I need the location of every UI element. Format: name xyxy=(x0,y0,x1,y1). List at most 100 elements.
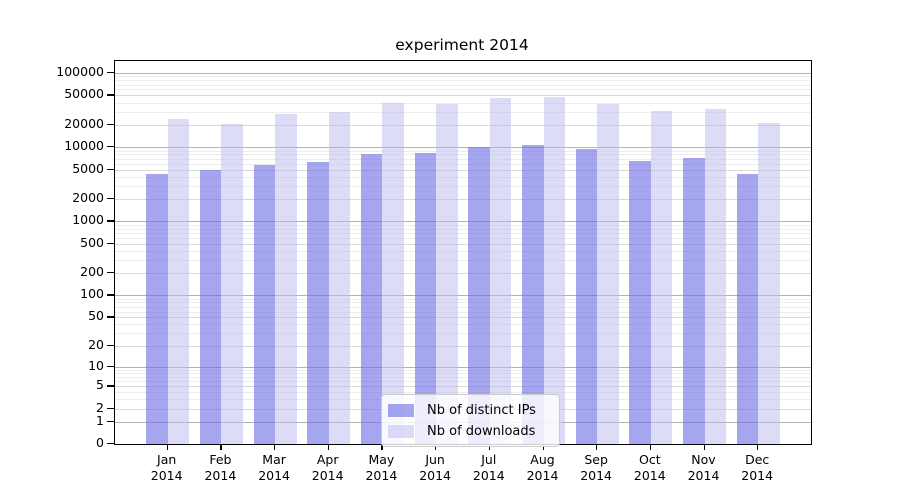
bar-downloads-mar xyxy=(275,114,297,444)
legend-label-distinct-ips: Nb of distinct IPs xyxy=(427,403,536,418)
x-tick-label-sep: Sep 2014 xyxy=(580,452,612,483)
y-tick-20 xyxy=(107,344,114,347)
bar-ips-aug xyxy=(522,144,544,444)
x-tick-oct xyxy=(649,444,652,450)
bar-ips-jul xyxy=(468,146,490,444)
gridline-minor-4000 xyxy=(115,176,811,178)
gridline-10000 xyxy=(115,147,811,149)
gridline-minor-9000 xyxy=(115,150,811,152)
y-tick-label-10: 10 xyxy=(88,357,104,373)
bar-downloads-aug xyxy=(543,97,565,444)
gridline-5000 xyxy=(115,169,811,171)
y-tick-label-50000: 50000 xyxy=(64,86,104,102)
x-tick-label-jan: Jan 2014 xyxy=(150,452,183,483)
x-tick-jul xyxy=(488,444,491,450)
gridline-minor-70000 xyxy=(115,84,811,86)
x-tick-sep xyxy=(596,444,598,450)
gridline-minor-900 xyxy=(115,224,811,226)
gridline-minor-30 xyxy=(115,333,811,335)
bar-downloads-may xyxy=(382,103,404,444)
y-tick-10 xyxy=(107,365,114,367)
plot-area: Nb of distinct IPs Nb of downloads xyxy=(114,60,812,447)
y-tick-100000 xyxy=(107,72,114,74)
x-tick-mar xyxy=(274,444,276,450)
gridline-minor-6 xyxy=(115,381,811,383)
bar-downloads-jun xyxy=(436,104,458,444)
y-tick-500 xyxy=(107,242,114,244)
gridline-100 xyxy=(115,295,811,297)
bar-ips-dec xyxy=(736,173,759,444)
y-tick-label-500: 500 xyxy=(80,234,104,250)
gridline-minor-7000 xyxy=(115,158,811,160)
y-tick-50000 xyxy=(107,94,114,96)
y-tick-10000 xyxy=(107,146,114,148)
gridline-50 xyxy=(115,317,811,319)
y-tick-label-1: 1 xyxy=(96,412,104,428)
x-tick-label-aug: Aug 2014 xyxy=(526,452,559,483)
bar-ips-mar xyxy=(253,165,276,444)
y-tick-label-1000: 1000 xyxy=(72,212,104,228)
gridline-minor-9 xyxy=(115,369,811,371)
legend-entry-downloads: Nb of downloads xyxy=(388,422,551,441)
y-tick-5 xyxy=(107,385,114,387)
x-tick-label-apr: Apr 2014 xyxy=(311,452,344,483)
gridline-50000 xyxy=(115,95,811,97)
y-tick-label-50: 50 xyxy=(88,308,104,324)
x-tick-aug xyxy=(542,444,544,450)
gridline-minor-700 xyxy=(115,232,811,234)
gridline-20 xyxy=(115,345,811,347)
bar-ips-may xyxy=(360,154,383,444)
gridline-minor-6000 xyxy=(115,163,811,165)
x-tick-label-oct: Oct 2014 xyxy=(633,452,666,483)
y-tick-2000 xyxy=(107,198,114,200)
y-tick-50 xyxy=(107,316,114,318)
y-tick-label-20000: 20000 xyxy=(64,115,104,131)
y-tick-1 xyxy=(107,420,114,422)
gridline-minor-4 xyxy=(115,392,811,394)
bar-ips-apr xyxy=(307,161,329,444)
gridline-minor-70 xyxy=(115,306,811,308)
y-tick-5000 xyxy=(107,168,114,170)
bar-ips-feb xyxy=(199,169,222,444)
bar-ips-jun xyxy=(414,153,437,444)
y-tick-20000 xyxy=(107,123,114,126)
gridline-100000 xyxy=(115,73,811,74)
x-tick-label-may: May 2014 xyxy=(365,452,398,483)
gridline-500 xyxy=(115,243,811,245)
bar-ips-jan xyxy=(146,173,168,444)
legend: Nb of distinct IPs Nb of downloads xyxy=(381,394,560,447)
bar-downloads-dec xyxy=(758,122,780,444)
y-tick-label-200: 200 xyxy=(80,264,104,280)
y-tick-1000 xyxy=(107,220,114,222)
legend-label-downloads: Nb of downloads xyxy=(427,424,536,439)
x-tick-dec xyxy=(757,444,759,450)
y-tick-label-0: 0 xyxy=(96,435,104,450)
gridline-20000 xyxy=(115,124,811,126)
y-tick-label-10000: 10000 xyxy=(64,138,104,154)
bar-downloads-jan xyxy=(167,119,190,444)
y-tick-label-5000: 5000 xyxy=(72,160,104,176)
legend-entry-distinct-ips: Nb of distinct IPs xyxy=(388,401,551,420)
gridline-minor-400 xyxy=(115,250,811,252)
x-tick-label-mar: Mar 2014 xyxy=(258,452,290,483)
x-tick-label-jun: Jun 2014 xyxy=(419,452,451,483)
y-tick-2 xyxy=(107,407,114,409)
bar-downloads-nov xyxy=(704,109,726,444)
y-tick-label-2000: 2000 xyxy=(72,190,104,205)
gridline-minor-30000 xyxy=(115,111,811,113)
y-tick-label-2: 2 xyxy=(96,399,104,415)
y-tick-200 xyxy=(107,272,114,274)
gridline-minor-60000 xyxy=(115,89,811,91)
bar-downloads-sep xyxy=(597,104,619,444)
x-tick-jun xyxy=(435,444,437,450)
y-tick-100 xyxy=(107,294,114,296)
y-tick-label-20: 20 xyxy=(88,336,104,352)
gridline-minor-300 xyxy=(115,260,811,262)
gridline-minor-7 xyxy=(115,377,811,378)
bar-ips-nov xyxy=(683,158,705,444)
gridline-minor-60 xyxy=(115,311,811,313)
gridline-2000 xyxy=(115,199,811,200)
x-tick-may xyxy=(381,444,383,450)
gridline-minor-800 xyxy=(115,228,811,230)
